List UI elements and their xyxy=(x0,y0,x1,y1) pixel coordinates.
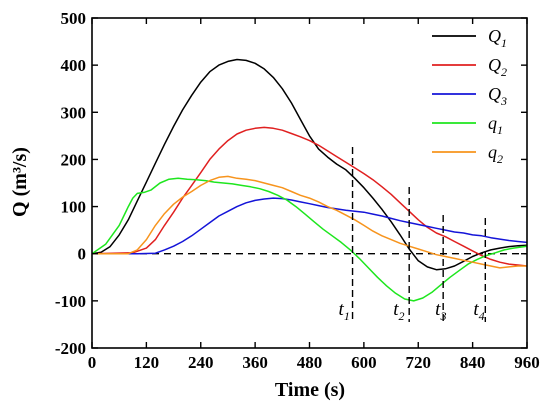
x-tick-label: 360 xyxy=(242,353,268,372)
y-tick-label: -200 xyxy=(55,339,86,358)
x-tick-label: 960 xyxy=(514,353,540,372)
legend-label-Q3-subscript: 3 xyxy=(500,94,507,108)
x-tick-label: 120 xyxy=(134,353,160,372)
legend-label-Q2-subscript: 2 xyxy=(501,65,507,79)
annotation-label-t2-subscript: 2 xyxy=(398,309,404,323)
annotation-label-t1-main: t xyxy=(339,299,345,320)
legend-label-Q1: Q1 xyxy=(488,26,507,50)
y-tick-label: -100 xyxy=(55,292,86,311)
plot-area xyxy=(91,58,528,302)
legend-label-q2: q2 xyxy=(488,142,503,166)
legend-label-Q1-subscript: 1 xyxy=(501,36,507,50)
series-line-Q1 xyxy=(91,58,528,271)
y-tick-label: 0 xyxy=(78,245,87,264)
x-tick-label: 480 xyxy=(297,353,323,372)
y-tick-label: 300 xyxy=(61,103,87,122)
legend-label-Q1-main: Q xyxy=(488,26,501,46)
annotation-label-t1: t1 xyxy=(339,299,350,323)
annotation-label-t4: t4 xyxy=(473,299,484,323)
x-axis-title: Time (s) xyxy=(275,379,345,401)
y-tick-label: 200 xyxy=(61,150,87,169)
annotation-label-t3-main: t xyxy=(435,299,441,320)
series-line-q1 xyxy=(91,177,528,302)
axis-ticks: 0 120 240 360 480 600 720 840 960 -200 -100 0 100 200… xyxy=(55,9,540,372)
series-line-Q2 xyxy=(91,126,528,267)
y-tick-label: 100 xyxy=(61,198,87,217)
legend-label-Q2: Q2 xyxy=(488,55,507,79)
x-tick-label: 720 xyxy=(406,353,432,372)
legend-label-Q2-main: Q xyxy=(488,55,501,75)
y-tick-label: 400 xyxy=(61,56,87,75)
x-tick-label: 600 xyxy=(351,353,377,372)
y-axis-title: Q (m³/s) xyxy=(9,147,31,217)
annotation-label-t4-subscript: 4 xyxy=(479,309,485,323)
x-tick-label: 240 xyxy=(188,353,214,372)
annotation-label-t1-subscript: 1 xyxy=(344,309,350,323)
annotation-label-t3-subscript: 3 xyxy=(439,309,446,323)
y-tick-label: 500 xyxy=(61,9,87,28)
x-tick-label: 0 xyxy=(88,353,97,372)
legend-label-q2-main: q xyxy=(488,142,497,162)
legend-label-Q3-main: Q xyxy=(488,84,501,104)
annotation-label-t3: t3 xyxy=(435,299,446,323)
legend-label-q2-subscript: 2 xyxy=(497,152,503,166)
legend-label-q1-main: q xyxy=(488,113,497,133)
plot-frame xyxy=(91,17,528,349)
legend-label-q1: q1 xyxy=(488,113,503,137)
series-line-q2 xyxy=(92,175,527,269)
legend-label-q1-subscript: 1 xyxy=(497,123,503,137)
annotations: t1 t2 t3 t4 xyxy=(339,147,487,323)
annotation-label-t4-main: t xyxy=(473,299,479,320)
x-tick-label: 840 xyxy=(460,353,486,372)
legend-label-Q3: Q3 xyxy=(488,84,507,108)
annotation-label-t2-main: t xyxy=(393,299,399,320)
annotation-label-t2: t2 xyxy=(393,299,404,323)
